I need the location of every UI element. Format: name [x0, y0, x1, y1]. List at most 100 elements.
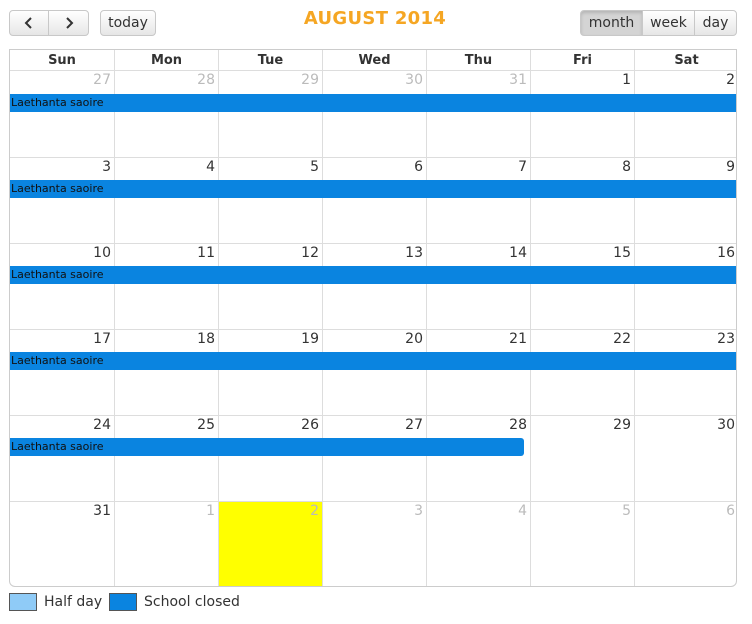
week-view-button[interactable]: week	[642, 10, 695, 36]
event-bar[interactable]: Laethanta saoire	[10, 266, 736, 284]
day-cell[interactable]: 19	[218, 330, 322, 416]
day-cell[interactable]: 28	[426, 416, 530, 502]
day-cell[interactable]: 4	[114, 158, 218, 244]
day-cell[interactable]: 3	[10, 158, 114, 244]
day-view-button[interactable]: day	[694, 10, 737, 36]
day-cell[interactable]: 31	[426, 71, 530, 157]
day-number[interactable]: 27	[93, 72, 111, 88]
day-number[interactable]: 14	[509, 245, 527, 261]
day-cell[interactable]: 12	[218, 244, 322, 330]
day-cell[interactable]: 31	[10, 502, 114, 586]
today-button[interactable]: today	[100, 10, 156, 36]
day-number[interactable]: 6	[414, 159, 423, 175]
day-cell-today[interactable]: 2	[218, 502, 322, 586]
day-number[interactable]: 18	[197, 331, 215, 347]
day-number[interactable]: 4	[518, 503, 527, 519]
day-number[interactable]: 6	[726, 503, 735, 519]
day-cell[interactable]: 23	[634, 330, 736, 416]
day-cell[interactable]: 25	[114, 416, 218, 502]
day-number[interactable]: 30	[717, 417, 735, 433]
day-number[interactable]: 28	[197, 72, 215, 88]
day-cell[interactable]: 27	[322, 416, 426, 502]
day-cell[interactable]: 26	[218, 416, 322, 502]
day-cell[interactable]: 29	[530, 416, 634, 502]
day-number[interactable]: 28	[509, 417, 527, 433]
day-cell[interactable]: 10	[10, 244, 114, 330]
weekday-header: Sun Mon Tue Wed Thu Fri Sat	[10, 50, 736, 71]
day-number[interactable]: 27	[405, 417, 423, 433]
day-number[interactable]: 5	[622, 503, 631, 519]
day-cell[interactable]: 2	[634, 71, 736, 157]
day-cell[interactable]: 6	[634, 502, 736, 586]
day-cell[interactable]: 4	[426, 502, 530, 586]
day-number[interactable]: 23	[717, 331, 735, 347]
day-number[interactable]: 8	[622, 159, 631, 175]
day-number[interactable]: 19	[301, 331, 319, 347]
day-number[interactable]: 3	[102, 159, 111, 175]
day-cell[interactable]: 5	[218, 158, 322, 244]
day-cell[interactable]: 14	[426, 244, 530, 330]
day-cell[interactable]: 21	[426, 330, 530, 416]
day-cell[interactable]: 6	[322, 158, 426, 244]
day-cell[interactable]: 5	[530, 502, 634, 586]
week-row: 27 28 29 30 31 1 2	[10, 71, 736, 157]
day-cell[interactable]: 15	[530, 244, 634, 330]
day-number[interactable]: 4	[206, 159, 215, 175]
day-number[interactable]: 15	[613, 245, 631, 261]
day-cell[interactable]: 9	[634, 158, 736, 244]
day-cell[interactable]: 1	[530, 71, 634, 157]
day-number[interactable]: 2	[726, 72, 735, 88]
day-number[interactable]: 21	[509, 331, 527, 347]
day-number[interactable]: 29	[301, 72, 319, 88]
day-cell[interactable]: 11	[114, 244, 218, 330]
day-number[interactable]: 7	[518, 159, 527, 175]
day-number[interactable]: 20	[405, 331, 423, 347]
day-number[interactable]: 2	[310, 503, 319, 519]
event-bar[interactable]: Laethanta saoire	[10, 94, 736, 112]
day-cell[interactable]: 22	[530, 330, 634, 416]
day-cell[interactable]: 1	[114, 502, 218, 586]
day-number[interactable]: 11	[197, 245, 215, 261]
day-cell[interactable]: 7	[426, 158, 530, 244]
day-cell[interactable]: 28	[114, 71, 218, 157]
day-number[interactable]: 16	[717, 245, 735, 261]
legend-label-half-day: Half day	[44, 594, 103, 610]
day-cell[interactable]: 30	[634, 416, 736, 502]
day-number[interactable]: 25	[197, 417, 215, 433]
day-cell[interactable]: 3	[322, 502, 426, 586]
day-number[interactable]: 31	[93, 503, 111, 519]
prev-button[interactable]	[9, 10, 49, 36]
day-cell[interactable]: 20	[322, 330, 426, 416]
day-number[interactable]: 30	[405, 72, 423, 88]
day-number[interactable]: 31	[509, 72, 527, 88]
day-cell[interactable]: 30	[322, 71, 426, 157]
day-cell[interactable]: 18	[114, 330, 218, 416]
day-number[interactable]: 5	[310, 159, 319, 175]
day-cell[interactable]: 17	[10, 330, 114, 416]
day-number[interactable]: 3	[414, 503, 423, 519]
day-cell[interactable]: 16	[634, 244, 736, 330]
day-cell[interactable]: 13	[322, 244, 426, 330]
day-number[interactable]: 29	[613, 417, 631, 433]
day-cell[interactable]: 24	[10, 416, 114, 502]
day-cell[interactable]: 29	[218, 71, 322, 157]
day-number[interactable]: 17	[93, 331, 111, 347]
day-cell[interactable]: 8	[530, 158, 634, 244]
day-number[interactable]: 1	[206, 503, 215, 519]
day-number[interactable]: 10	[93, 245, 111, 261]
event-bar[interactable]: Laethanta saoire	[10, 180, 736, 198]
day-number[interactable]: 12	[301, 245, 319, 261]
event-bar[interactable]: Laethanta saoire	[10, 438, 524, 456]
day-number[interactable]: 24	[93, 417, 111, 433]
month-view-button[interactable]: month	[580, 10, 643, 36]
next-button[interactable]	[48, 10, 89, 36]
event-bar[interactable]: Laethanta saoire	[10, 352, 736, 370]
day-number[interactable]: 13	[405, 245, 423, 261]
day-cell[interactable]: 27	[10, 71, 114, 157]
day-number[interactable]: 1	[622, 72, 631, 88]
day-number[interactable]: 9	[726, 159, 735, 175]
day-number[interactable]: 26	[301, 417, 319, 433]
legend-swatch-school-closed	[109, 593, 137, 611]
day-number[interactable]: 22	[613, 331, 631, 347]
chevron-right-icon	[65, 17, 73, 29]
